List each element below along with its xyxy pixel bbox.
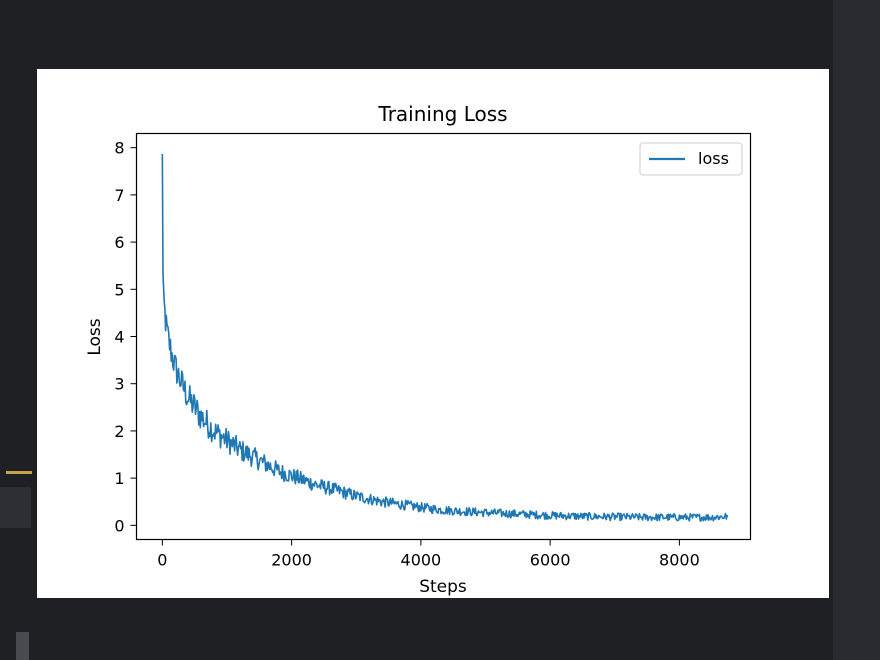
y-tick-label: 1 bbox=[114, 469, 124, 488]
y-tick-label: 8 bbox=[114, 139, 124, 158]
x-tick-label: 2000 bbox=[271, 551, 312, 570]
y-tick-label: 5 bbox=[114, 280, 124, 299]
y-tick-label: 6 bbox=[114, 233, 124, 252]
y-tick-label: 7 bbox=[114, 186, 124, 205]
x-tick-label: 8000 bbox=[659, 551, 700, 570]
side-panel-tab[interactable] bbox=[0, 487, 31, 528]
series-line-loss bbox=[161, 154, 729, 522]
chart-legend: loss bbox=[639, 142, 743, 176]
y-axis-label: Loss bbox=[85, 318, 105, 355]
x-tick-label: 6000 bbox=[530, 551, 571, 570]
y-tick-label: 0 bbox=[114, 516, 124, 535]
chart-title: Training Loss bbox=[377, 102, 507, 126]
y-tick-label: 2 bbox=[114, 422, 124, 441]
x-tick-label: 4000 bbox=[401, 551, 442, 570]
resize-handle[interactable] bbox=[16, 632, 29, 660]
legend-label-loss: loss bbox=[698, 149, 729, 168]
y-tick-label: 3 bbox=[114, 375, 124, 394]
plot-frame bbox=[135, 132, 752, 541]
chart-figure: Training Loss 0 2000 4000 6000 8000 0 1 2 3 4 5 6 7 8… bbox=[37, 69, 829, 598]
legend-box bbox=[639, 142, 743, 176]
x-tick-label: 0 bbox=[157, 551, 167, 570]
loss-chart: Training Loss 0 2000 4000 6000 8000 0 1 2 3 4 5 6 7 8… bbox=[85, 102, 752, 597]
y-tick-label: 4 bbox=[114, 328, 124, 347]
panel-accent-marker bbox=[6, 471, 32, 474]
scrollbar-track[interactable] bbox=[833, 0, 880, 660]
x-axis-label: Steps bbox=[419, 577, 467, 597]
